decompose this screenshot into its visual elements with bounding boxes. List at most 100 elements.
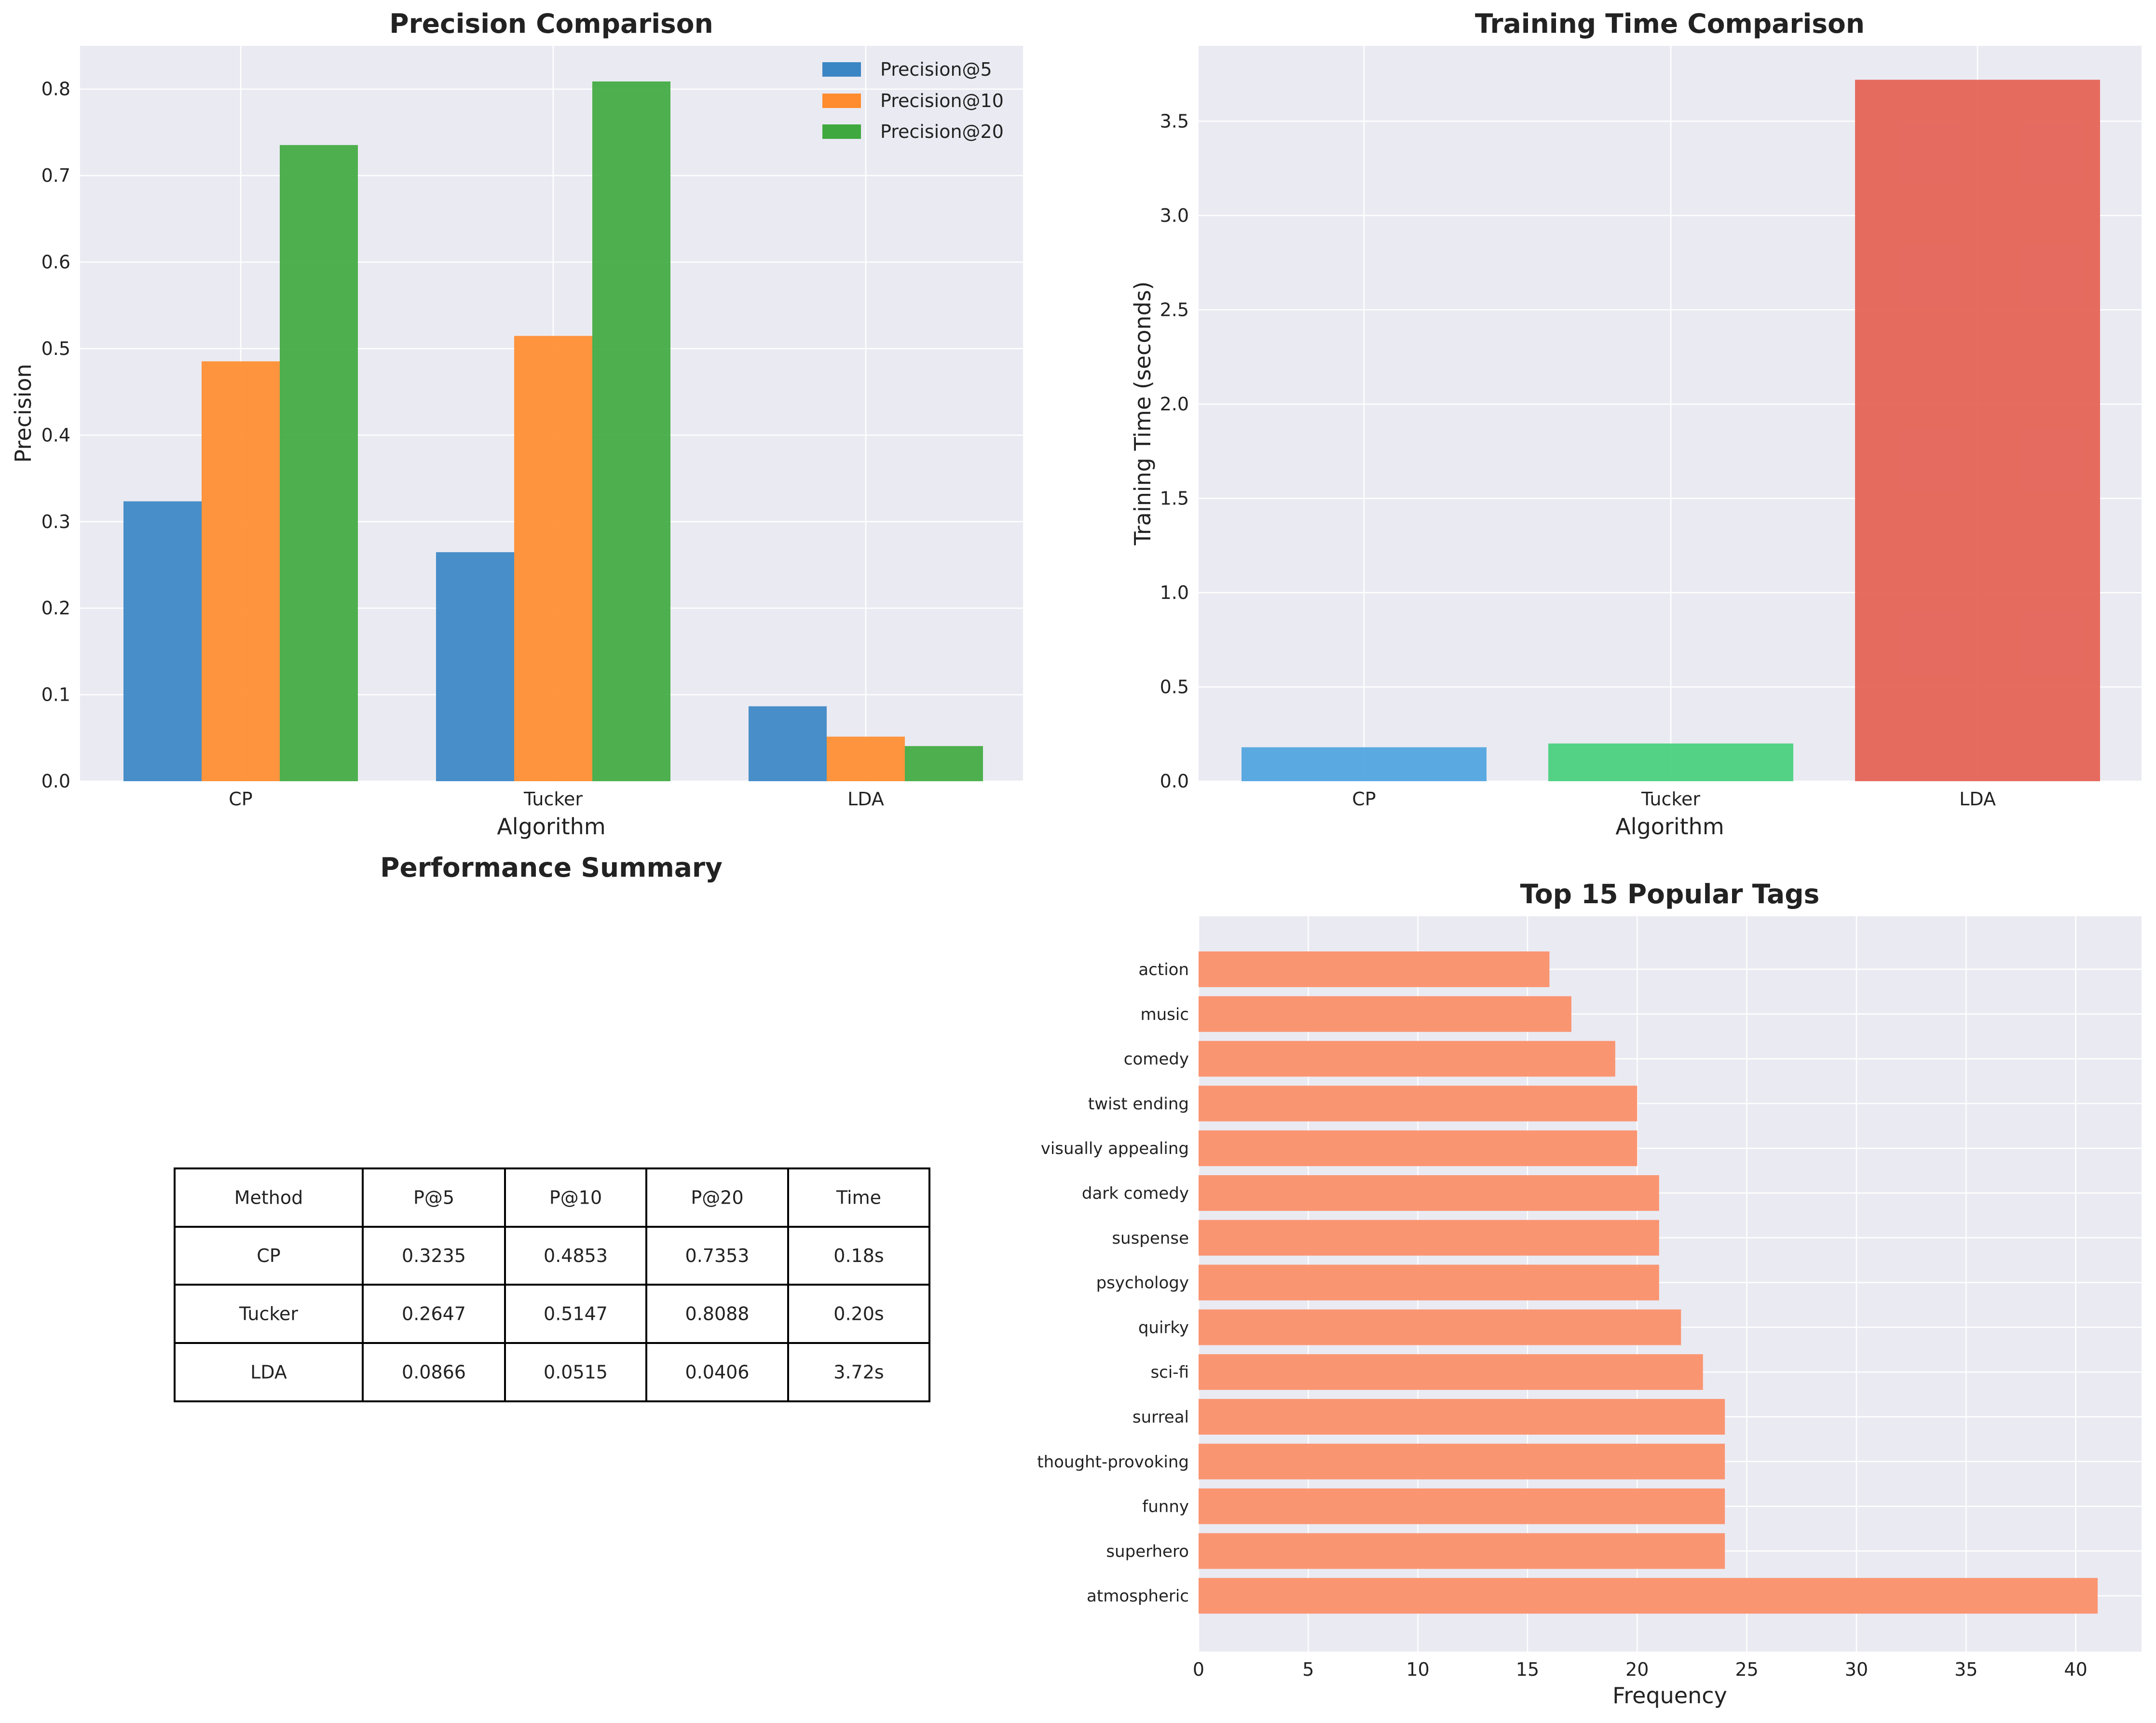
table-header-cell: P@5 [413,1187,454,1208]
bar-action [1199,951,1550,987]
bar-lda-precision-20 [905,746,983,781]
table-cell: 0.20s [833,1303,884,1325]
y-tick-label-dark-comedy: dark comedy [1082,1184,1189,1203]
tags-x-label: Frequency [1612,1682,1727,1709]
table-cell: 0.0515 [544,1362,608,1383]
table-cell: 0.7353 [685,1245,750,1266]
table-cell: 0.3235 [402,1245,466,1266]
training-time-bars [1242,80,2100,781]
bar-psychology [1199,1264,1659,1301]
table-cell: LDA [250,1362,287,1383]
y-tick-label: 0.5 [41,338,70,359]
y-tick-label: 2.0 [1160,393,1189,415]
bar-surreal [1199,1399,1725,1435]
y-tick-label: 0.8 [41,79,70,100]
y-tick-label-suspense: suspense [1112,1229,1189,1248]
x-tick-label: 0 [1193,1659,1204,1680]
bar-tucker [1548,743,1793,781]
y-tick-label-superhero: superhero [1106,1542,1189,1561]
bar-atmospheric [1199,1578,2098,1614]
bar-cp [1242,747,1487,781]
precision-legend: Precision@5 Precision@10 Precision@20 [822,59,1004,142]
x-tick-label-lda: LDA [847,788,884,810]
y-tick-label-atmospheric: atmospheric [1087,1587,1189,1606]
x-tick-label-cp: CP [1352,788,1376,810]
x-tick-label: 5 [1302,1659,1314,1680]
bar-cp-precision-10 [202,361,280,781]
bar-lda-precision-5 [749,706,827,781]
y-tick-label: 3.0 [1160,205,1189,226]
y-tick-label: 0.3 [41,511,70,532]
precision-title: Precision Comparison [389,8,713,39]
y-tick-label: 0.0 [1160,771,1189,792]
bar-suspense [1199,1220,1659,1256]
legend-swatch-precision-20 [822,124,861,139]
precision-y-ticks: 0.0 0.1 0.2 0.3 0.4 0.5 0.6 0.7 0.8 [41,79,70,792]
x-tick-label: 30 [1845,1659,1868,1680]
table-header-cell: P@20 [691,1187,743,1208]
bar-sci-fi [1199,1354,1703,1390]
training-time-y-label: Training Time (seconds) [1130,281,1156,545]
training-time-chart: 0.0 0.5 1.0 1.5 2.0 2.5 3.0 3.5 CP Tucker LDA Tra… [1130,8,2142,840]
tags-x-ticks: 0 5 10 15 20 25 30 35 40 [1193,1659,2088,1680]
bar-music [1199,996,1571,1032]
training-time-title: Training Time Comparison [1475,8,1865,39]
y-tick-label: 0.2 [41,597,70,619]
y-tick-label-surreal: surreal [1133,1408,1189,1427]
y-tick-label: 1.0 [1160,582,1189,603]
performance-summary: Performance Summary Method P@5 P@10 P@20 Tim… [174,852,930,1402]
y-tick-label: 0.4 [41,424,70,446]
table-cell: 0.18s [833,1245,884,1266]
bar-tucker-precision-20 [592,81,670,782]
table-cell: 0.5147 [544,1303,608,1325]
y-tick-label-music: music [1140,1005,1189,1024]
x-tick-label: 10 [1406,1659,1429,1680]
x-tick-label: 15 [1516,1659,1539,1680]
precision-bars [123,81,983,782]
y-tick-label-sci-fi: sci-fi [1150,1363,1189,1382]
legend-label-precision-5: Precision@5 [880,59,992,80]
y-tick-label: 0.7 [41,165,70,186]
legend-label-precision-20: Precision@20 [880,121,1004,142]
legend-swatch-precision-10 [822,94,861,108]
table-header-cell: Method [234,1187,303,1208]
bar-superhero [1199,1533,1725,1569]
y-tick-label-twist-ending: twist ending [1088,1094,1189,1113]
bar-cp-precision-20 [280,145,358,782]
table-cell: CP [257,1245,280,1266]
y-tick-label: 0.5 [1160,676,1189,697]
table-cell: 0.0406 [685,1362,750,1383]
x-tick-label-cp: CP [229,788,252,810]
training-time-x-label: Algorithm [1615,814,1724,840]
y-tick-label-funny: funny [1142,1497,1189,1517]
bar-dark-comedy [1199,1175,1659,1211]
x-tick-label-tucker: Tucker [1641,788,1700,810]
table-cell: 0.2647 [402,1303,466,1325]
y-tick-label-thought-provoking: thought-provoking [1037,1452,1189,1472]
y-tick-label: 0.1 [41,684,70,705]
bar-twist-ending [1199,1085,1637,1122]
legend-label-precision-10: Precision@10 [880,90,1004,111]
table-cell: 0.8088 [685,1303,750,1325]
y-tick-label: 3.5 [1160,110,1189,132]
bar-tucker-precision-5 [436,552,514,781]
table-cell: 3.72s [833,1362,884,1383]
training-time-y-ticks: 0.0 0.5 1.0 1.5 2.0 2.5 3.0 3.5 [1160,110,1189,792]
y-tick-label-psychology: psychology [1096,1274,1189,1293]
bar-quirky [1199,1309,1681,1345]
performance-table: Method P@5 P@10 P@20 Time CP 0.3235 0.4853 0.735… [174,1167,930,1402]
precision-chart: 0.00.10.20.30.40.50.60.70.8 CP Tucker LDA … [10,8,1023,840]
y-tick-label: 0.6 [41,252,70,273]
x-tick-label: 35 [1954,1659,1978,1680]
precision-x-label: Algorithm [497,814,605,840]
bar-lda-precision-10 [827,736,905,781]
x-tick-label: 25 [1735,1659,1758,1680]
legend-swatch-precision-5 [822,62,861,77]
table-cell: 0.0866 [402,1362,466,1383]
performance-summary-title: Performance Summary [380,852,723,883]
y-tick-label-action: action [1138,960,1189,979]
y-tick-label-comedy: comedy [1124,1050,1189,1069]
x-tick-label: 40 [2064,1659,2087,1680]
table-header-cell: P@10 [549,1187,602,1208]
bar-cp-precision-5 [123,501,202,781]
